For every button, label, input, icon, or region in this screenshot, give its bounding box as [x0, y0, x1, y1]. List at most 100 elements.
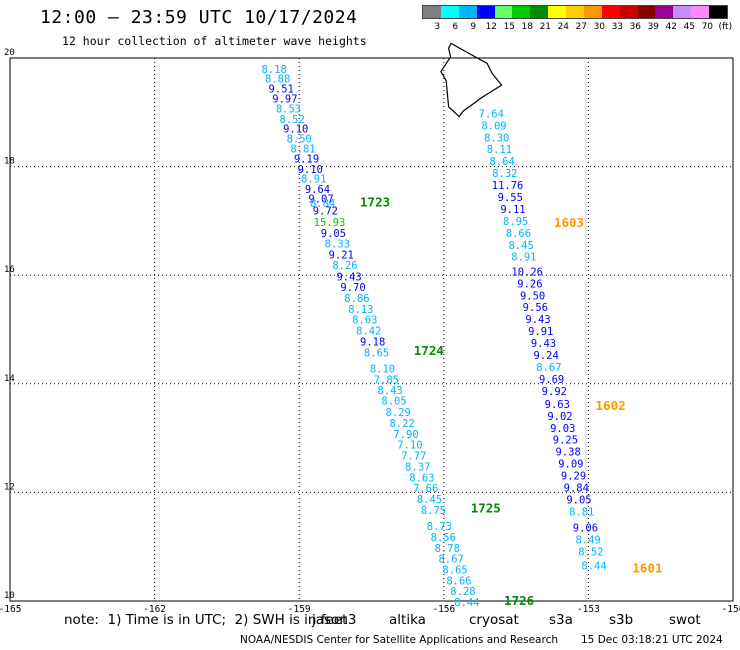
longitude-tick-label: -162	[143, 604, 166, 615]
legend-s3a: s3a	[549, 612, 573, 628]
wave-height-value: 8.45	[417, 494, 442, 506]
longitude-tick-label: -153	[577, 604, 600, 615]
wave-height-value: 9.69	[539, 374, 564, 386]
wave-height-value: 9.91	[528, 326, 553, 338]
page-subtitle: 12 hour collection of altimeter wave hei…	[62, 34, 367, 48]
colorbar-label: 12	[485, 22, 498, 32]
wave-height-value: 11.76	[492, 180, 524, 192]
wave-height-value: 8.11	[487, 144, 512, 156]
hawaii-island-coastline	[440, 42, 503, 118]
wave-height-value: 8.18	[261, 64, 286, 76]
wave-height-value: 9.43	[525, 314, 550, 326]
colorbar-label: 9	[470, 22, 477, 32]
wave-height-value: 9.19	[294, 153, 319, 165]
wave-height-value: 9.03	[550, 423, 575, 435]
pass-time-label: 1724	[414, 343, 444, 358]
wave-height-value: 9.51	[269, 83, 294, 95]
colorbar-labels: 3 6 9 12 15 18 21 24 27 30 33 36 39 42 45 70 (ft)	[422, 22, 732, 34]
wave-height-value: 9.26	[517, 278, 542, 290]
colorbar-swatch	[655, 6, 674, 18]
wave-height-value: 9.92	[542, 386, 567, 398]
wave-height-value: 8.88	[265, 74, 290, 86]
latitude-tick-label: 18	[4, 157, 15, 167]
legend-cryosat: cryosat	[469, 612, 519, 628]
colorbar-label: 45	[683, 22, 696, 32]
wave-height-value: 8.05	[381, 396, 406, 408]
wave-height-value: 7.10	[397, 440, 422, 452]
colorbar-swatch	[530, 6, 549, 18]
wave-height-value: 9.05	[321, 228, 346, 240]
wave-height-value: 8.52	[280, 114, 305, 126]
wave-height-value: 8.81	[290, 144, 315, 156]
wave-height-value: 8.63	[409, 473, 434, 485]
colorbar-label: 18	[521, 22, 534, 32]
wave-height-value: 9.55	[498, 192, 523, 204]
longitude-tick-label: -156	[432, 604, 455, 615]
wave-height-value: 8.13	[348, 304, 373, 316]
wave-height-value: 8.44	[454, 597, 479, 609]
wave-height-value: 9.10	[283, 124, 308, 136]
wave-height-value: 9.24	[534, 350, 559, 362]
colorbar-swatch	[691, 6, 709, 18]
wave-height-value: 9.70	[340, 282, 365, 294]
wave-height-value: 8.65	[442, 565, 467, 577]
colorbar-label: 70	[701, 22, 714, 32]
wave-height-value: 8.09	[481, 120, 506, 132]
wave-height-value: 8.63	[352, 315, 377, 327]
longitude-tick-label: -159	[288, 604, 311, 615]
latitude-tick-label: 20	[4, 48, 15, 58]
colorbar-label: 6	[452, 22, 459, 32]
wave-height-value: 9.43	[336, 271, 361, 283]
colorbar-swatch	[548, 6, 566, 18]
wave-height-value: 9.21	[329, 250, 354, 262]
wave-height-value: 8.86	[344, 293, 369, 305]
pass-time-label: 1602	[596, 398, 626, 413]
longitude-tick-label: -165	[0, 604, 21, 615]
wave-height-value: 9.05	[566, 494, 591, 506]
wave-height-value: 8.91	[511, 252, 536, 264]
wave-height-value: 9.72	[313, 206, 338, 218]
pass-time-label: 1725	[471, 501, 501, 516]
wave-height-value: 8.91	[301, 174, 326, 186]
colorbar-label: 39	[647, 22, 660, 32]
colorbar-swatch	[458, 6, 477, 18]
wave-height-value: 9.50	[520, 290, 545, 302]
wave-height-value: 8.33	[325, 239, 350, 251]
legend-jason3: jason3	[312, 612, 357, 628]
wave-height-value: 9.06	[573, 523, 598, 535]
wave-height-value: 9.02	[547, 411, 572, 423]
wave-height-value: 8.81	[569, 506, 594, 518]
wave-height-value: 8.52	[578, 547, 603, 559]
colorbar-label: 21	[539, 22, 552, 32]
wave-height-value: 8.66	[506, 228, 531, 240]
generated-timestamp: 15 Dec 03:18:21 UTC 2024	[581, 634, 723, 646]
wave-height-value: 9.10	[298, 164, 323, 176]
colorbar-label: 24	[557, 22, 570, 32]
wave-height-value: 9.25	[553, 435, 578, 447]
colorbar-label: 30	[593, 22, 606, 32]
longitude-tick-label: -150	[722, 604, 740, 615]
colorbar-swatch	[494, 6, 513, 18]
footnote: note: 1) Time is in UTC; 2) SWH is in fe…	[64, 612, 348, 628]
colorbar-swatch	[440, 6, 459, 18]
wave-height-value: 9.38	[555, 447, 580, 459]
wave-height-value: 8.73	[427, 521, 452, 533]
wave-height-value: 7.90	[393, 429, 418, 441]
wave-height-value: 8.56	[431, 532, 456, 544]
wave-height-value: 10.26	[511, 266, 543, 278]
wave-height-value: 8.84	[310, 198, 335, 210]
colorbar-label: (ft)	[718, 22, 733, 32]
latitude-tick-label: 16	[4, 265, 15, 275]
latitude-tick-label: 10	[4, 591, 15, 601]
colorbar-label: 15	[503, 22, 516, 32]
wave-height-value: 8.42	[356, 326, 381, 338]
map-frame	[9, 57, 734, 602]
colorbar-swatch	[476, 6, 495, 18]
colorbar-label: 33	[611, 22, 624, 32]
page-title: 12:00 — 23:59 UTC 10/17/2024	[40, 7, 358, 28]
wave-height-value: 8.95	[503, 216, 528, 228]
wave-height-value: 8.49	[575, 535, 600, 547]
wave-height-value: 8.66	[446, 575, 471, 587]
wave-height-value: 8.43	[377, 385, 402, 397]
